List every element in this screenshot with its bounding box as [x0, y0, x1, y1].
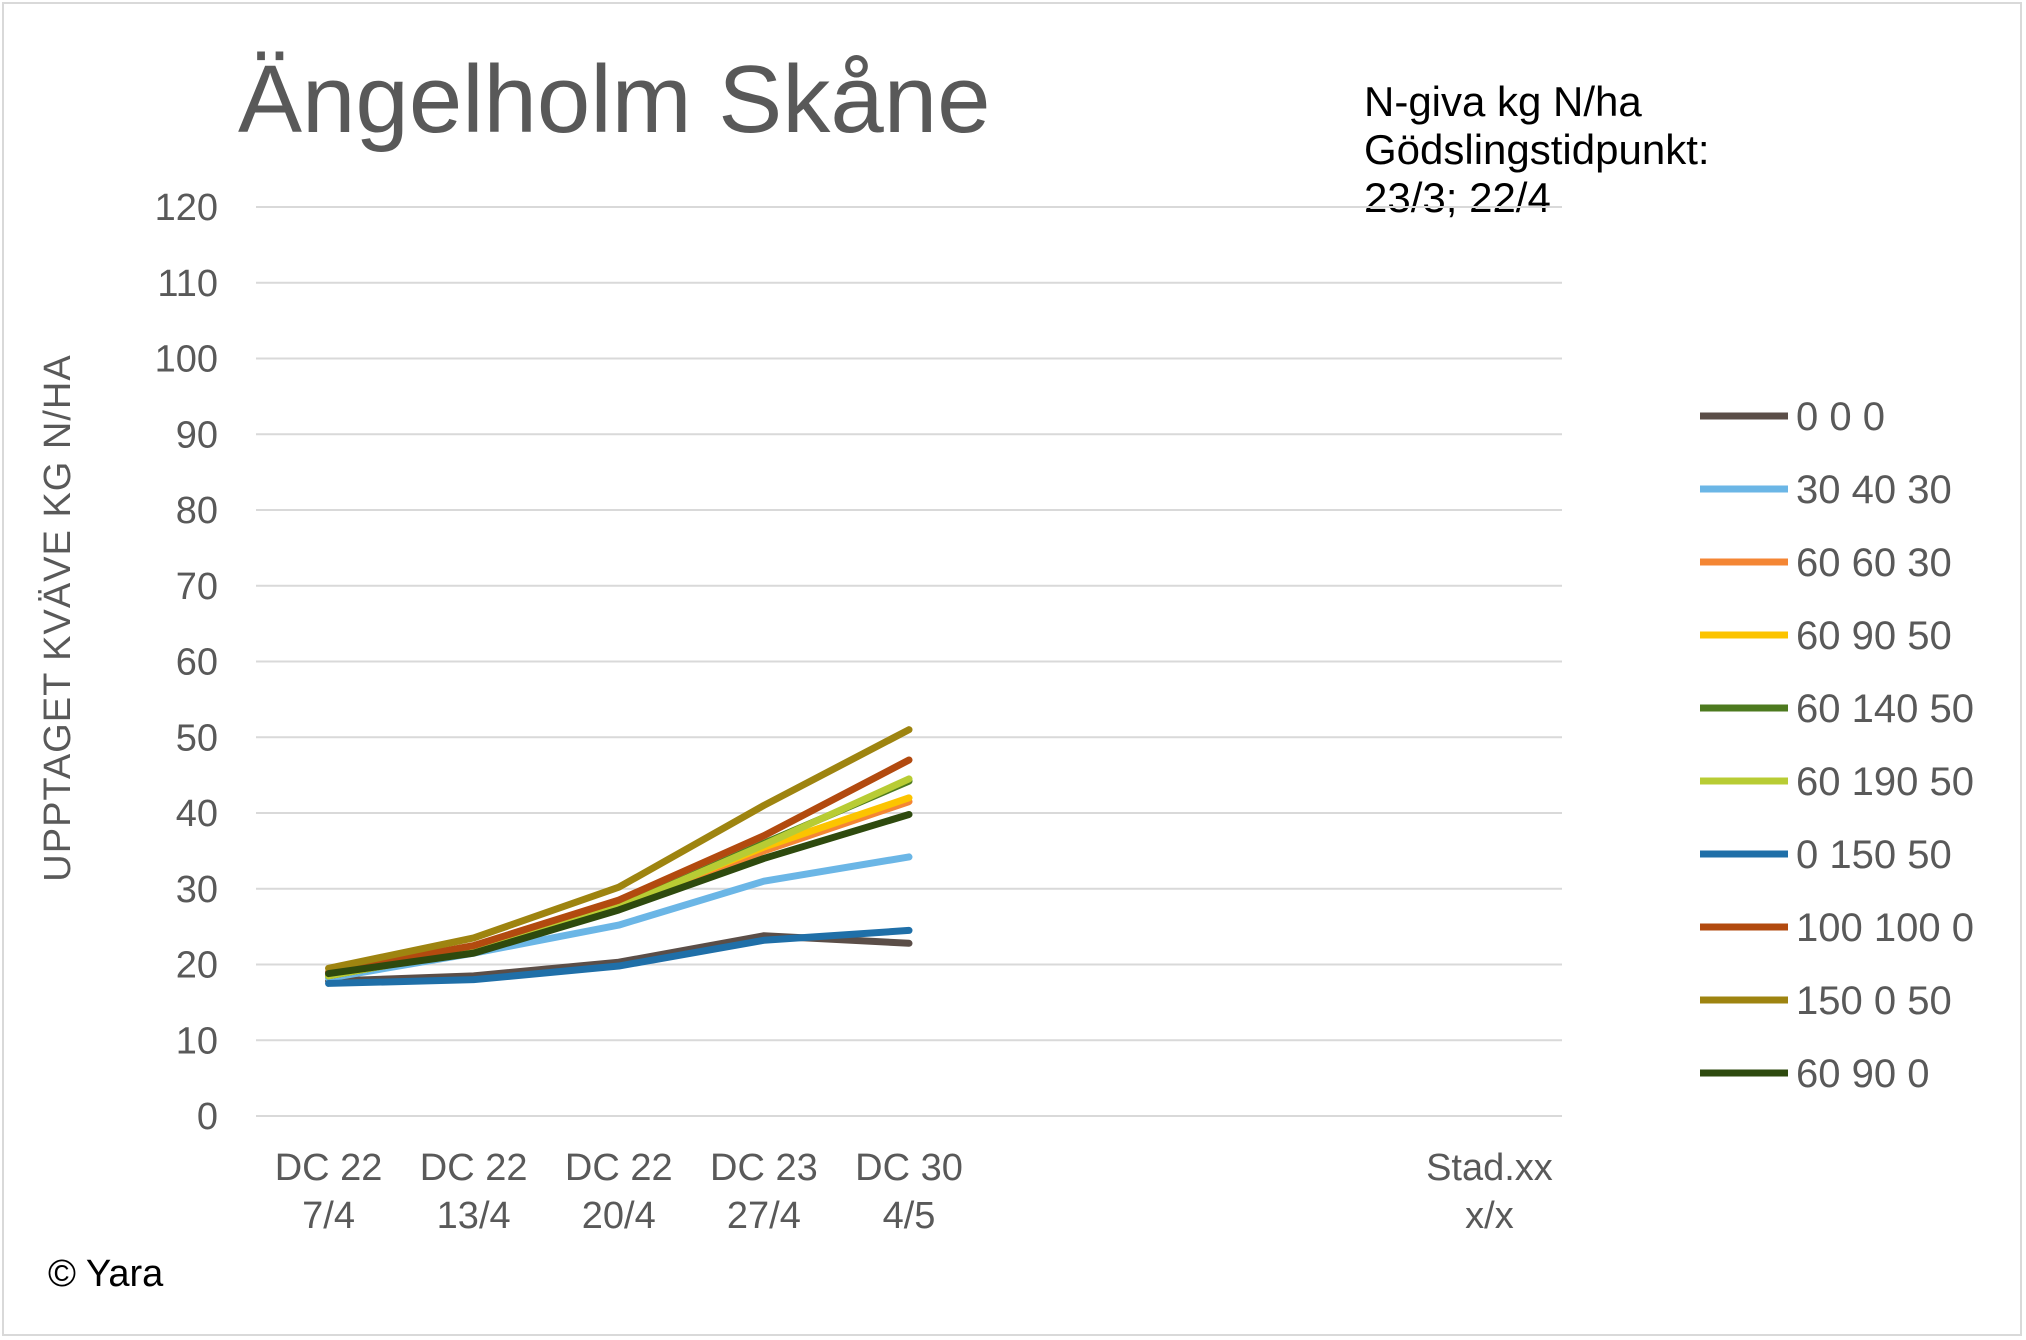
- y-tick-label: 10: [176, 1020, 218, 1062]
- legend-label: 150 0 50: [1796, 979, 1952, 1023]
- series-lines: [325, 726, 913, 987]
- y-tick-label: 70: [176, 566, 218, 608]
- x-tick-label: DC 22: [275, 1147, 383, 1189]
- x-tick-label: x/x: [1465, 1195, 1514, 1237]
- legend-item: 60 60 30: [1700, 541, 1952, 585]
- legend-item: 60 90 50: [1700, 614, 1952, 658]
- series-line: [325, 756, 913, 976]
- y-tick-label: 40: [176, 793, 218, 835]
- y-tick-label: 50: [176, 717, 218, 759]
- x-tick-label: Stad.xx: [1426, 1147, 1553, 1189]
- note-line-2: Gödslingstidpunkt:: [1364, 126, 1710, 173]
- y-tick-label: 60: [176, 642, 218, 684]
- legend-item: 0 150 50: [1700, 833, 1952, 877]
- x-tick-label: DC 23: [710, 1147, 818, 1189]
- chart-title: Ängelholm Skåne: [238, 46, 990, 153]
- legend-label: 0 150 50: [1796, 833, 1952, 877]
- y-tick-label: 30: [176, 869, 218, 911]
- x-tick-label: 27/4: [727, 1195, 801, 1237]
- legend-label: 60 60 30: [1796, 541, 1952, 585]
- legend-item: 0 0 0: [1700, 395, 1885, 439]
- x-tick-label: DC 30: [855, 1147, 963, 1189]
- note-line-1: N-giva kg N/ha: [1364, 78, 1642, 125]
- y-tick-label: 120: [155, 187, 218, 229]
- legend-label: 100 100 0: [1796, 906, 1974, 950]
- legend-item: 60 140 50: [1700, 687, 1974, 731]
- x-tick-label: 20/4: [582, 1195, 656, 1237]
- legend-item: 100 100 0: [1700, 906, 1974, 950]
- y-tick-labels: 0 10 20 30 40 50 60 70 80 90 100 110 120: [155, 187, 218, 1138]
- note-line-3: 23/3; 22/4: [1364, 174, 1551, 221]
- legend-item: 60 90 0: [1700, 1052, 1929, 1096]
- legend-item: 60 190 50: [1700, 760, 1974, 804]
- legend: 0 0 0 30 40 30 60 60 30 60 90 50 60 140 50 60…: [1700, 395, 1974, 1096]
- y-tick-label: 80: [176, 490, 218, 532]
- x-tick-label: DC 22: [565, 1147, 673, 1189]
- x-tick-label: DC 22: [420, 1147, 528, 1189]
- legend-label: 60 90 50: [1796, 614, 1952, 658]
- series-line: [325, 811, 913, 978]
- y-tick-label: 100: [155, 339, 218, 381]
- legend-label: 60 90 0: [1796, 1052, 1929, 1096]
- series-line: [325, 926, 913, 987]
- y-tick-label: 90: [176, 414, 218, 456]
- x-tick-label: 13/4: [437, 1195, 511, 1237]
- x-tick-label: 7/4: [302, 1195, 355, 1237]
- legend-label: 60 190 50: [1796, 760, 1974, 804]
- legend-item: 150 0 50: [1700, 979, 1952, 1023]
- line-chart: Ängelholm Skåne N-giva kg N/ha Gödslings…: [37, 46, 1974, 1295]
- legend-label: 0 0 0: [1796, 395, 1885, 439]
- y-tick-label: 110: [157, 263, 218, 305]
- legend-item: 30 40 30: [1700, 468, 1952, 512]
- y-tick-label: 20: [176, 945, 218, 987]
- legend-label: 30 40 30: [1796, 468, 1952, 512]
- legend-label: 60 140 50: [1796, 687, 1974, 731]
- x-tick-label: 4/5: [883, 1195, 936, 1237]
- copyright-text: © Yara: [48, 1253, 164, 1295]
- x-tick-labels: DC 22 7/4 DC 22 13/4 DC 22 20/4 DC 23 27/4 DC 30…: [275, 1147, 1553, 1237]
- y-axis-label: UPPTAGET KVÄVE KG N/HA: [37, 354, 79, 881]
- series-line: [325, 726, 913, 972]
- y-tick-label: 0: [197, 1096, 218, 1138]
